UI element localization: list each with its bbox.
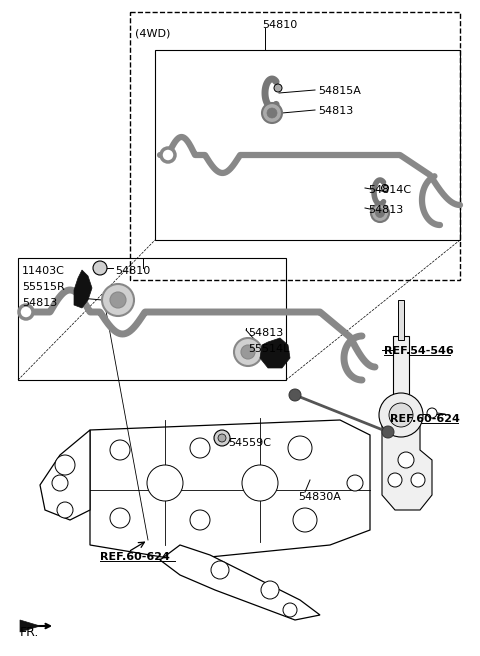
- Circle shape: [110, 508, 130, 528]
- Circle shape: [382, 426, 394, 438]
- Circle shape: [262, 103, 282, 123]
- Text: REF.54-546: REF.54-546: [384, 346, 454, 356]
- Circle shape: [190, 510, 210, 530]
- Text: 54810: 54810: [115, 266, 150, 276]
- Circle shape: [241, 345, 255, 359]
- FancyBboxPatch shape: [393, 336, 409, 411]
- Text: 54813: 54813: [368, 205, 403, 215]
- Text: 54830A: 54830A: [298, 492, 341, 502]
- Circle shape: [293, 508, 317, 532]
- Circle shape: [110, 440, 130, 460]
- Circle shape: [411, 473, 425, 487]
- Text: REF.60-624: REF.60-624: [390, 414, 460, 424]
- Circle shape: [389, 403, 413, 427]
- Polygon shape: [260, 338, 290, 368]
- Circle shape: [388, 473, 402, 487]
- Polygon shape: [90, 420, 370, 560]
- Circle shape: [288, 436, 312, 460]
- Circle shape: [347, 475, 363, 491]
- Circle shape: [147, 465, 183, 501]
- Text: 54813: 54813: [248, 328, 283, 338]
- Polygon shape: [40, 430, 90, 520]
- Circle shape: [234, 338, 262, 366]
- Circle shape: [261, 581, 279, 599]
- Circle shape: [427, 408, 437, 418]
- Circle shape: [93, 261, 107, 275]
- Circle shape: [57, 502, 73, 518]
- Text: 11403C: 11403C: [22, 266, 65, 276]
- FancyBboxPatch shape: [398, 300, 404, 340]
- Circle shape: [267, 108, 277, 118]
- Circle shape: [19, 305, 33, 319]
- Text: 54810: 54810: [262, 20, 297, 30]
- Circle shape: [375, 209, 384, 218]
- Circle shape: [283, 603, 297, 617]
- Polygon shape: [160, 545, 320, 620]
- Circle shape: [398, 452, 414, 468]
- Text: 55514L: 55514L: [248, 344, 289, 354]
- Circle shape: [371, 204, 389, 222]
- Text: 54813: 54813: [318, 106, 353, 116]
- Circle shape: [274, 84, 282, 92]
- Circle shape: [55, 455, 75, 475]
- Circle shape: [52, 475, 68, 491]
- Circle shape: [242, 465, 278, 501]
- Circle shape: [382, 184, 388, 192]
- Text: 54815A: 54815A: [318, 86, 361, 96]
- Text: 54814C: 54814C: [368, 185, 411, 195]
- FancyBboxPatch shape: [383, 410, 419, 470]
- Circle shape: [211, 561, 229, 579]
- Text: 55515R: 55515R: [22, 282, 65, 292]
- Polygon shape: [74, 270, 92, 308]
- Circle shape: [102, 284, 134, 316]
- Text: (4WD): (4WD): [135, 28, 170, 38]
- Circle shape: [379, 393, 423, 437]
- Circle shape: [214, 430, 230, 446]
- Polygon shape: [20, 620, 40, 632]
- Text: REF.60-624: REF.60-624: [100, 552, 170, 562]
- Circle shape: [110, 292, 126, 308]
- Text: FR.: FR.: [20, 626, 39, 639]
- Text: 54559C: 54559C: [228, 438, 271, 448]
- Polygon shape: [382, 410, 432, 510]
- Circle shape: [289, 389, 301, 401]
- Text: 54813: 54813: [22, 298, 57, 308]
- Circle shape: [218, 434, 226, 442]
- Circle shape: [161, 148, 175, 162]
- Circle shape: [190, 438, 210, 458]
